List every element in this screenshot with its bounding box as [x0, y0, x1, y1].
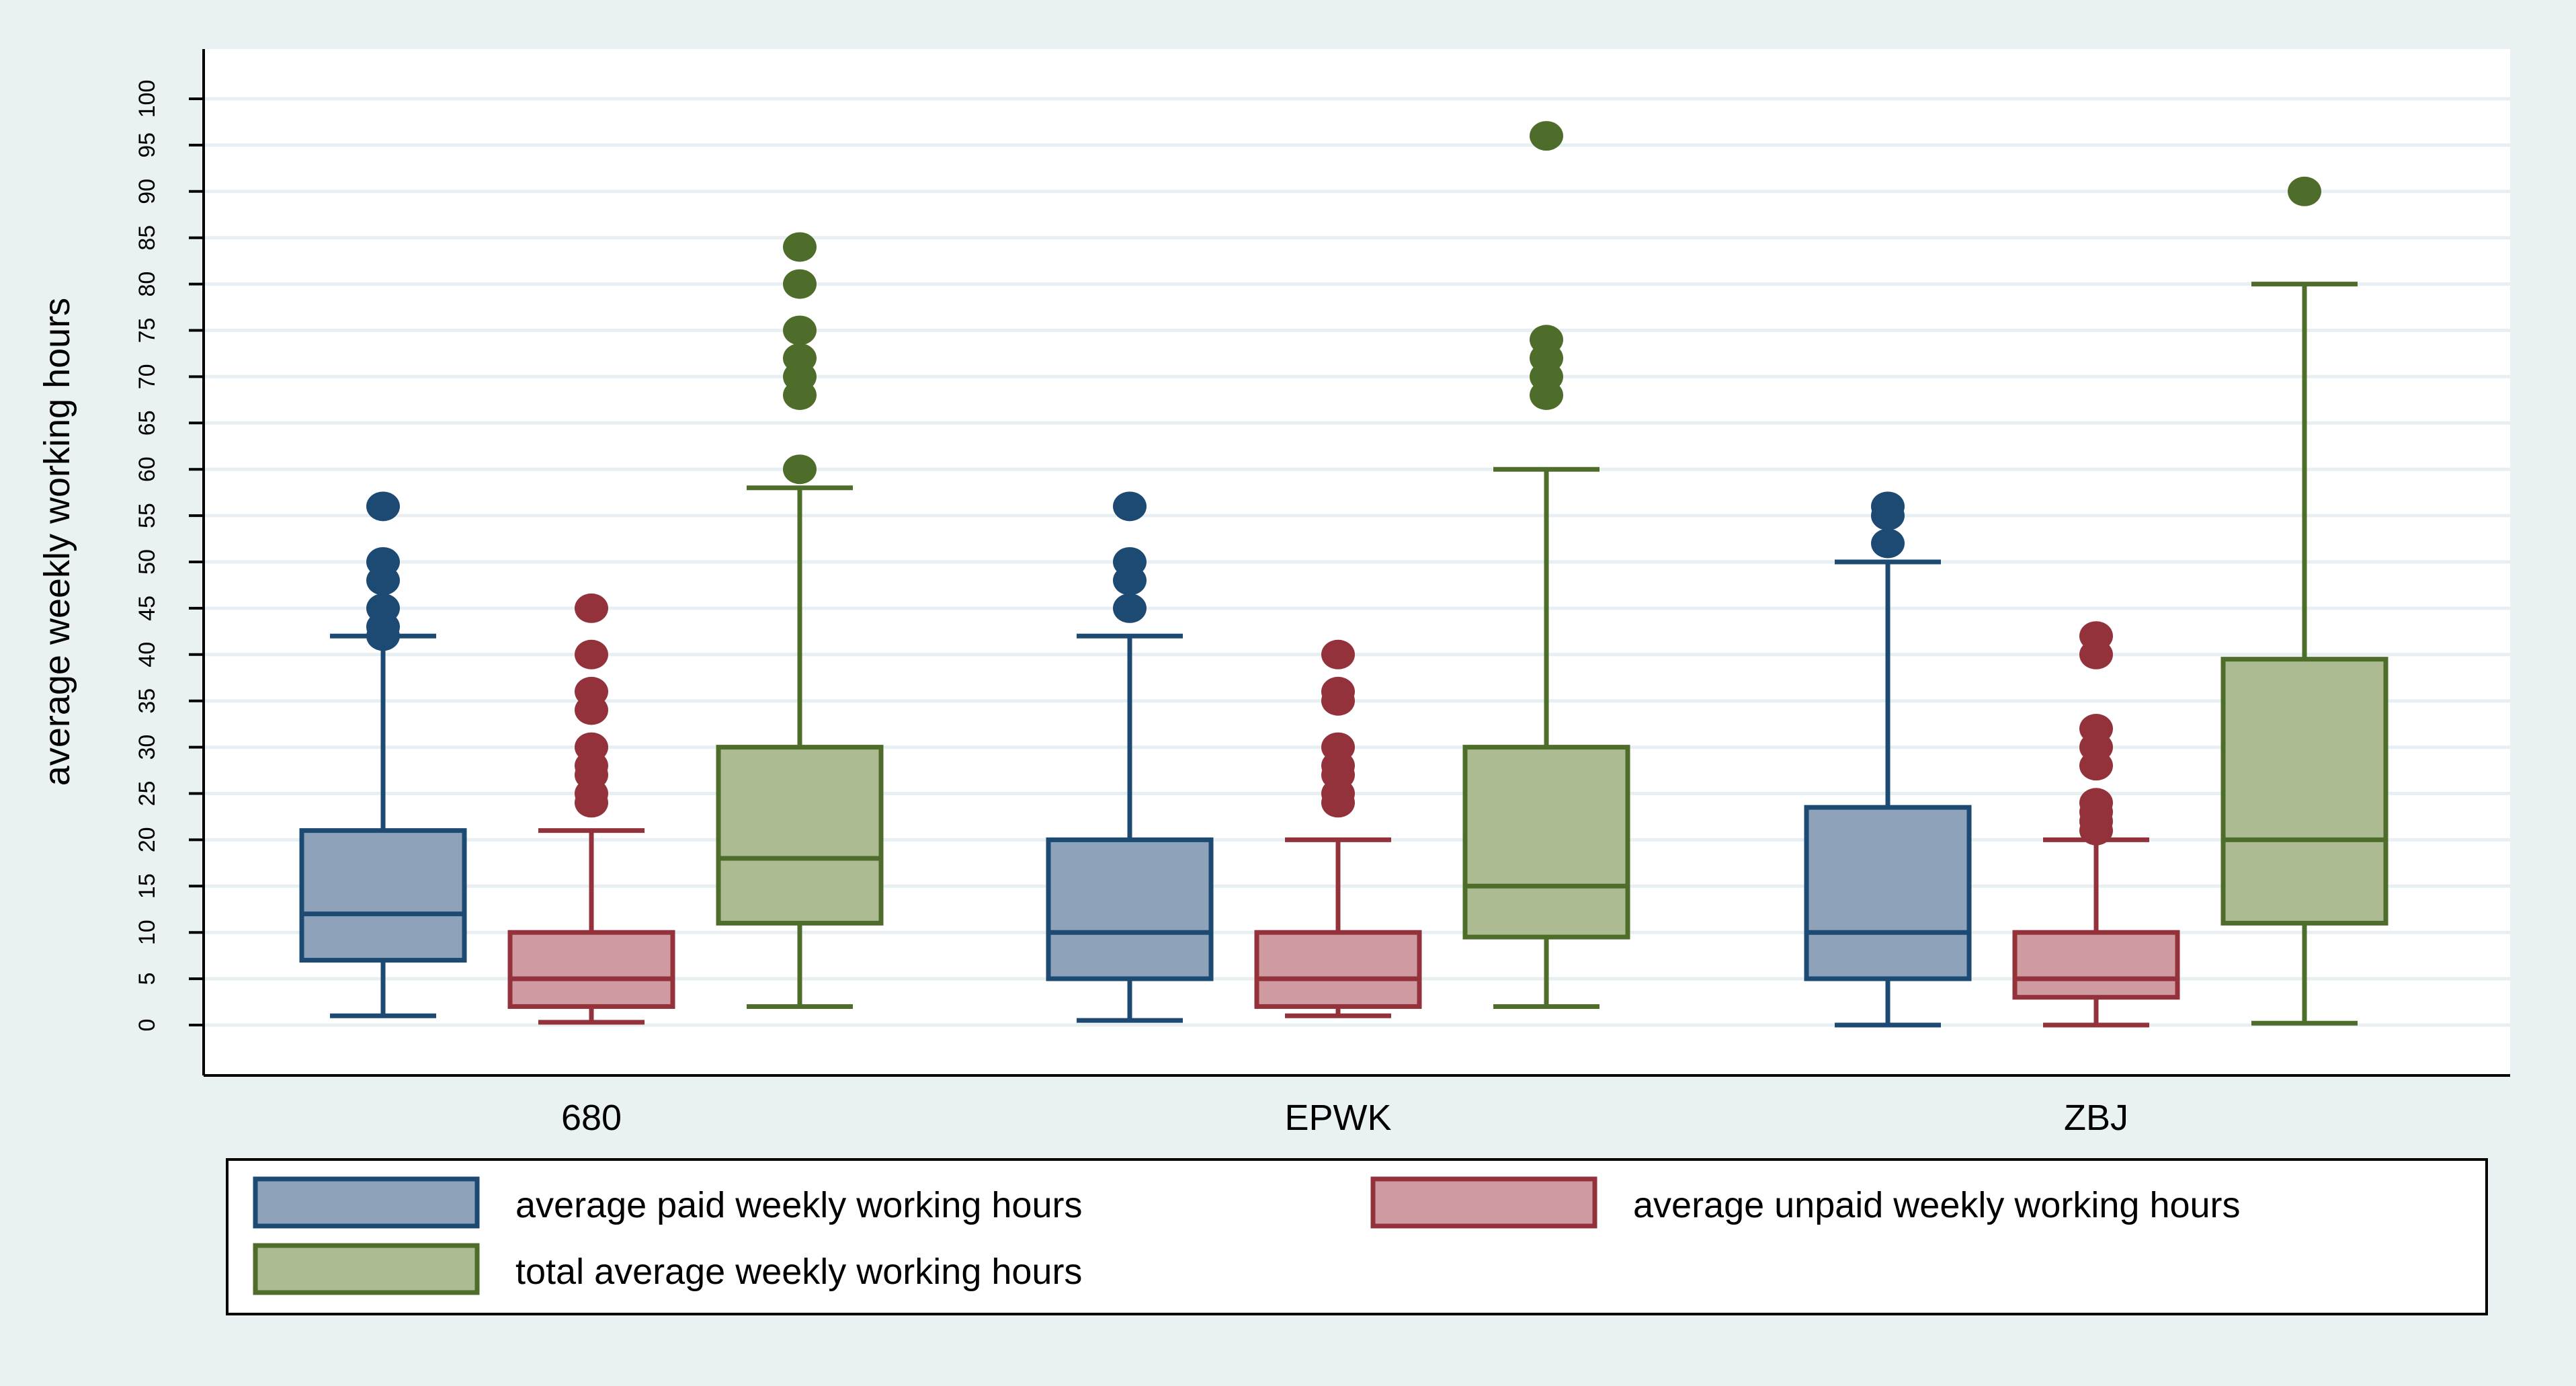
outlier-point	[366, 547, 400, 577]
outlier-point	[1871, 528, 1905, 559]
outlier-point	[1113, 593, 1147, 623]
iqr-box	[299, 828, 467, 963]
legend-item: total average weekly working hours	[253, 1243, 1082, 1295]
y-tick-label: 55	[134, 503, 160, 528]
legend-swatch	[253, 1176, 480, 1229]
y-tick-label: 30	[134, 735, 160, 760]
category-label: 680	[561, 1098, 622, 1138]
iqr-box	[1046, 837, 1214, 981]
outlier-point	[1530, 121, 1563, 151]
y-axis-label: average weekly working hours	[37, 298, 77, 786]
box-plot	[1254, 639, 1422, 1018]
y-tick-label: 75	[134, 318, 160, 343]
gridlines	[204, 97, 2510, 1027]
iqr-box	[2220, 657, 2388, 926]
box-plot	[716, 232, 884, 1009]
y-tick-label: 60	[134, 456, 160, 482]
y-tick-label: 100	[134, 80, 160, 118]
box-plot	[299, 491, 467, 1018]
outlier-point	[783, 232, 817, 262]
outlier-point	[2079, 621, 2113, 651]
outlier-point	[2079, 788, 2113, 818]
y-tick-label: 25	[134, 781, 160, 807]
iqr-box	[716, 745, 884, 926]
legend-frame	[226, 1158, 2488, 1315]
outlier-point	[1530, 325, 1563, 355]
y-tick-label: 65	[134, 410, 160, 436]
outlier-point	[783, 315, 817, 345]
legend-label: average unpaid weekly working hours	[1633, 1185, 2241, 1225]
y-tick-label: 90	[134, 179, 160, 204]
y-tick-label: 0	[134, 1019, 160, 1032]
outlier-point	[575, 639, 608, 669]
box-plot	[1046, 491, 1214, 1023]
outlier-point	[575, 732, 608, 762]
outlier-point	[1321, 676, 1355, 706]
outlier-point	[2079, 714, 2113, 744]
y-tick-label: 40	[134, 642, 160, 667]
category-label: EPWK	[1284, 1098, 1391, 1138]
iqr-box	[1804, 805, 1972, 981]
boxes	[299, 121, 2388, 1028]
legend: average paid weekly working hours average…	[226, 1158, 2488, 1315]
outlier-point	[1321, 732, 1355, 762]
y-tick-label: 70	[134, 364, 160, 389]
outlier-point	[575, 593, 608, 623]
box-plot	[507, 593, 675, 1025]
y-tick-label: 15	[134, 873, 160, 899]
box-plot	[2220, 176, 2388, 1026]
y-tick-label: 50	[134, 549, 160, 575]
legend-swatch	[1370, 1176, 1597, 1229]
outlier-point	[783, 454, 817, 485]
outlier-point	[783, 343, 817, 373]
iqr-box	[1462, 745, 1630, 940]
category-label: ZBJ	[2064, 1098, 2128, 1138]
outlier-point	[1321, 639, 1355, 669]
y-tick-label: 80	[134, 272, 160, 297]
outlier-point	[1871, 491, 1905, 522]
box-plot	[2012, 621, 2180, 1028]
y-tick-label: 45	[134, 596, 160, 621]
iqr-box	[507, 930, 675, 1009]
iqr-box	[1254, 930, 1422, 1009]
outlier-point	[1113, 547, 1147, 577]
outlier-point	[366, 593, 400, 623]
legend-label: total average weekly working hours	[515, 1252, 1082, 1292]
iqr-box	[2012, 930, 2180, 1000]
y-tick-label: 10	[134, 920, 160, 945]
y-ticks: 0 5 10 15 20 25 30 35 40 45 50 55 60 65 70 75 80 85 90 95 10…	[134, 80, 204, 1032]
y-tick-label: 85	[134, 225, 160, 251]
legend-item: average unpaid weekly working hours	[1370, 1176, 2241, 1229]
y-tick-label: 20	[134, 827, 160, 852]
y-tick-label: 35	[134, 688, 160, 714]
legend-item: average paid weekly working hours	[253, 1176, 1082, 1229]
legend-swatch	[253, 1243, 480, 1295]
legend-label: average paid weekly working hours	[515, 1185, 1082, 1225]
outlier-point	[575, 676, 608, 706]
box-plot	[1804, 491, 1972, 1028]
outlier-point	[1113, 491, 1147, 522]
y-tick-label: 95	[134, 132, 160, 158]
box-plot	[1462, 121, 1630, 1009]
outlier-point	[366, 491, 400, 522]
outlier-point	[2288, 176, 2321, 206]
category-labels: 680 EPWK ZBJ	[561, 1098, 2128, 1138]
y-tick-label: 5	[134, 973, 160, 985]
outlier-point	[783, 269, 817, 299]
